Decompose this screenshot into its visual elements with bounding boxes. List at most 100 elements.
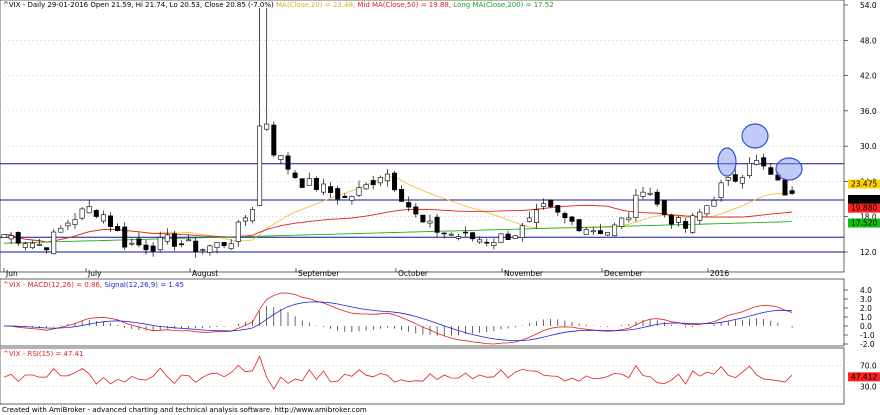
candle-body <box>214 242 220 248</box>
candle-body <box>193 240 199 253</box>
price-badge-label: 20.85 <box>851 195 873 204</box>
candle-body <box>44 247 50 251</box>
price-badge <box>848 203 880 213</box>
candle-body <box>505 233 511 240</box>
candle-body <box>335 188 341 200</box>
candle-body <box>413 206 419 215</box>
price-panel <box>0 0 845 273</box>
rsi-line <box>3 355 793 390</box>
candle-body <box>235 221 241 242</box>
price-tick-label: 48.0 <box>860 36 877 45</box>
annotation-ellipse <box>775 157 803 181</box>
candle-body <box>250 209 256 222</box>
candle-body <box>569 216 575 222</box>
candle-body <box>626 217 632 221</box>
candle-body <box>285 155 291 170</box>
price-badge-label: 17.520 <box>851 219 877 228</box>
annotation-ellipse <box>741 123 769 149</box>
macd-header: ^VIX - MACD(12,26) = 0.86, Signal(12,26,… <box>3 281 184 289</box>
candle-body <box>356 187 362 196</box>
candle-body <box>108 215 114 227</box>
footer-credit: Created with AmiBroker - advanced charti… <box>2 406 367 414</box>
candle-body <box>455 236 461 239</box>
price-axis: 54.048.042.036.030.024.018.012.023.47520… <box>844 1 880 257</box>
candle-body <box>271 124 277 156</box>
price-badge <box>848 194 880 204</box>
signal-line <box>4 301 793 342</box>
macd-tick-label: -2.0 <box>860 340 875 349</box>
rsi-panel <box>0 347 845 405</box>
candle-body <box>697 211 703 221</box>
candle-body <box>683 220 689 229</box>
candle-body <box>661 200 667 215</box>
candle-body <box>746 162 752 176</box>
candle-body <box>292 172 298 178</box>
candle-body <box>391 172 397 191</box>
candle-body <box>668 215 674 225</box>
candle-body <box>597 230 603 234</box>
candle-body <box>320 183 326 193</box>
candle-body <box>306 178 312 186</box>
rsi-badge-label: 47.412 <box>851 372 877 381</box>
candle-body <box>782 179 788 196</box>
candle-body <box>342 195 348 198</box>
candle-body <box>377 177 383 184</box>
symbol-header: ^VIX - Daily 29-01-2016 Open 21.59, Hi 2… <box>3 1 554 9</box>
candle-body <box>533 209 539 223</box>
macd-line <box>3 292 793 345</box>
price-badge <box>848 218 880 228</box>
candle-body <box>79 208 85 219</box>
candle-body <box>278 155 284 160</box>
candle-body <box>526 217 532 222</box>
candle-body <box>228 243 234 250</box>
macd-tick-label: 4.0 <box>860 286 872 295</box>
month-label: October <box>398 269 429 278</box>
candle-body <box>72 219 78 225</box>
candle-body <box>221 242 227 247</box>
price-tick-label: 36.0 <box>860 107 877 116</box>
candle-body <box>264 123 270 130</box>
candle-body <box>58 227 64 233</box>
candle-body <box>200 249 206 251</box>
candle-body <box>789 190 795 194</box>
moving-averages <box>3 176 793 244</box>
candle-body <box>29 242 35 249</box>
candle-body <box>15 231 21 244</box>
macd-tick-label: 2.0 <box>860 304 872 313</box>
candle-body <box>115 226 121 232</box>
annotation-ellipses <box>717 123 803 181</box>
candle-body <box>576 219 582 232</box>
rsi-plot: 70.0 30.047.412 <box>0 355 880 391</box>
month-axis: Jun July August September October November Dec… <box>3 268 729 278</box>
candle-body <box>633 194 639 218</box>
annotation-ellipse <box>717 147 737 177</box>
month-label: September <box>298 269 340 278</box>
price-tick-label: 18.0 <box>860 213 877 222</box>
candle-body <box>562 213 568 219</box>
candle-body <box>299 178 305 188</box>
candle-body <box>498 233 504 243</box>
candle-body <box>718 182 724 199</box>
rsi-tick-label: 30.0 <box>860 382 877 391</box>
candle-body <box>207 245 213 253</box>
candle-body <box>541 203 547 207</box>
candle-body <box>491 242 497 246</box>
candle-body <box>675 217 681 223</box>
candle-body <box>100 214 106 222</box>
candle-body <box>732 174 738 182</box>
candle-body <box>470 232 476 240</box>
candle-body <box>86 206 92 214</box>
month-label: August <box>192 269 218 278</box>
candle-body <box>739 177 745 184</box>
candle-body <box>484 241 490 244</box>
candle-body <box>768 167 774 175</box>
candle-body <box>186 239 192 242</box>
candle-body <box>150 245 156 252</box>
candle-body <box>604 232 610 236</box>
candle-body <box>22 243 28 248</box>
price-tick-label: 42.0 <box>860 72 877 81</box>
ma-long-line <box>3 221 793 244</box>
candle-body <box>548 199 554 207</box>
candle-body <box>704 205 710 215</box>
